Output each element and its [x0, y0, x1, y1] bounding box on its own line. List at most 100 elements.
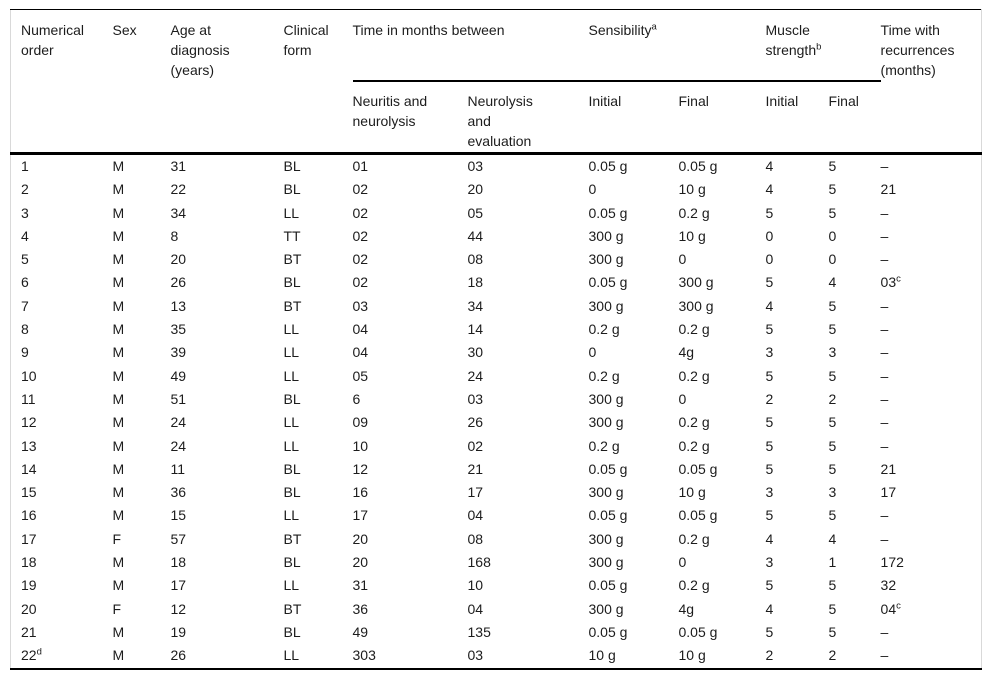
- table-cell: 0.05 g: [588, 623, 628, 640]
- table-cell: –: [880, 251, 889, 268]
- table-cell: 0.2 g: [678, 437, 710, 454]
- table-cell: 5: [21, 251, 29, 268]
- table-cell: 05: [352, 367, 369, 384]
- table-row: 9 M 39 LL 04 30 0 4g 3 3 –: [11, 341, 982, 364]
- table-cell: 02: [352, 181, 369, 198]
- table-cell: 5: [828, 297, 837, 314]
- table-row: 14 M 11 BL 12 21 0.05 g 0.05 g 5 5 21: [11, 458, 982, 481]
- table-cell: 5: [765, 507, 774, 524]
- table-cell: 300 g: [588, 227, 624, 244]
- table-cell: 0: [588, 344, 597, 361]
- table-cell: 2: [765, 647, 774, 664]
- table-cell: 18: [21, 554, 37, 571]
- table-cell: 44: [467, 227, 484, 244]
- table-row: 8 M 35 LL 04 14 0.2 g 0.2 g 5 5 –: [11, 318, 982, 341]
- table-cell: BT: [283, 600, 302, 617]
- table-cell: 4: [828, 530, 837, 547]
- col-header-numerical-order: Numerical order: [21, 22, 85, 58]
- table-cell: 0.05 g: [678, 460, 718, 477]
- table-cell: F: [112, 530, 122, 547]
- table-cell: 5: [765, 367, 774, 384]
- table-cell: 20: [352, 554, 369, 571]
- table-cell: 31: [170, 158, 187, 174]
- table-cell: 09: [352, 414, 369, 431]
- table-cell: –: [880, 321, 889, 338]
- table-cell: 49: [170, 367, 187, 384]
- table-cell: BL: [283, 390, 301, 407]
- table-cell: 4: [765, 600, 774, 617]
- table-cell: BL: [283, 181, 301, 198]
- table-cell: 22d: [21, 646, 42, 664]
- table-cell: M: [112, 390, 125, 407]
- table-row: 18 M 18 BL 20 168 300 g 0 3 1 172: [11, 551, 982, 574]
- table-cell: 0: [678, 251, 687, 268]
- table-cell: –: [880, 647, 889, 664]
- table-cell: 172: [880, 554, 904, 571]
- table-row: 13 M 24 LL 10 02 0.2 g 0.2 g 5 5 –: [11, 435, 982, 458]
- table-cell: 10 g: [678, 484, 706, 501]
- subcol-header-sensibility-initial: Initial: [588, 92, 622, 109]
- table-cell: –: [880, 227, 889, 244]
- sensibility-label: Sensibility: [588, 22, 652, 38]
- table-cell: 15: [21, 484, 37, 501]
- col-header-time-with-recurrences: Time with recurrences (months): [880, 22, 955, 78]
- table-cell: 16: [352, 484, 369, 501]
- table-cell: 0.2 g: [588, 437, 620, 454]
- table-cell: 21: [467, 460, 484, 477]
- col-header-muscle-strength: Muscle strengthb: [765, 9, 881, 82]
- table-cell: BL: [283, 274, 301, 291]
- muscle-strength-label: Muscle strength: [765, 22, 817, 58]
- table-cell: 02: [467, 437, 484, 454]
- table-cell: 0.05 g: [588, 577, 628, 594]
- table-cell: BT: [283, 297, 302, 314]
- table-cell: 5: [828, 623, 837, 640]
- table-row: 10 M 49 LL 05 24 0.2 g 0.2 g 5 5 –: [11, 365, 982, 388]
- table-cell: M: [112, 297, 125, 314]
- table-cell: 20: [21, 600, 37, 617]
- table-cell: 19: [21, 577, 37, 594]
- table-row: 12 M 24 LL 09 26 300 g 0.2 g 5 5 –: [11, 411, 982, 434]
- table-cell: 0: [678, 554, 687, 571]
- table-cell: 15: [170, 507, 187, 524]
- table-cell: 21: [21, 623, 37, 640]
- table-cell: 12: [170, 600, 187, 617]
- table-cell: 08: [467, 251, 484, 268]
- table-cell: 04: [467, 600, 484, 617]
- table-cell: 0: [588, 181, 597, 198]
- table-cell: 08: [467, 530, 484, 547]
- table-cell: 300 g: [588, 414, 624, 431]
- table-cell: M: [112, 623, 125, 640]
- table-cell: 1: [21, 158, 29, 174]
- table-cell: –: [880, 507, 889, 524]
- table-cell: M: [112, 181, 125, 198]
- table-cell: 19: [170, 623, 187, 640]
- table-cell: 0.2 g: [678, 530, 710, 547]
- table-cell: 02: [352, 227, 369, 244]
- table-cell: 4: [765, 530, 774, 547]
- table-cell: M: [112, 484, 125, 501]
- table-cell: LL: [283, 577, 300, 594]
- table-cell: LL: [283, 507, 300, 524]
- table-cell: 4g: [678, 600, 695, 617]
- table-cell: 01: [352, 158, 369, 174]
- table-cell: 34: [170, 204, 187, 221]
- table-cell: 300 g: [588, 297, 624, 314]
- footnote-marker-c: c: [896, 599, 901, 611]
- table-cell: 5: [828, 600, 837, 617]
- table-cell: 5: [828, 437, 837, 454]
- table-cell: BL: [283, 623, 301, 640]
- table-cell: –: [880, 204, 889, 221]
- table-cell: 24: [170, 437, 187, 454]
- table-cell: –: [880, 390, 889, 407]
- table-cell: 300 g: [678, 297, 714, 314]
- footnote-marker-a: a: [651, 21, 657, 33]
- table-cell: M: [112, 204, 125, 221]
- table-cell: 4: [765, 297, 774, 314]
- table-cell: M: [112, 414, 125, 431]
- table-cell: LL: [283, 647, 300, 664]
- patients-table-container: Numerical order Sex Age at diagnosis (ye…: [10, 9, 983, 670]
- table-cell: 300 g: [588, 390, 624, 407]
- table-cell: 4g: [678, 344, 695, 361]
- table-cell: 5: [765, 204, 774, 221]
- table-cell: 04: [467, 507, 484, 524]
